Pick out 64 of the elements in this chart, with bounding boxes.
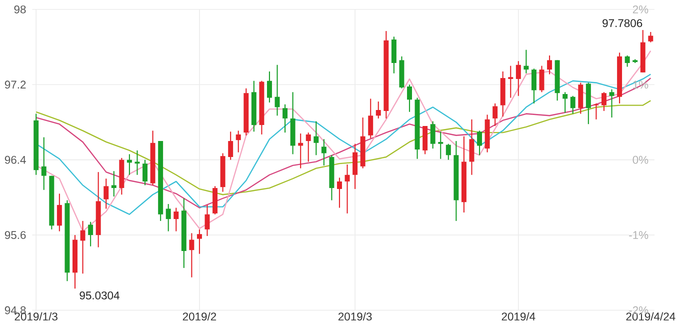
candlestick <box>477 130 482 156</box>
candlestick <box>56 193 62 232</box>
candlestick <box>570 96 576 114</box>
candlestick <box>104 178 109 210</box>
candlestick <box>407 84 412 113</box>
candlestick <box>562 92 568 114</box>
candlestick <box>88 222 94 248</box>
candlestick <box>446 144 451 161</box>
candlestick <box>204 204 210 237</box>
y-tick-label: 98 <box>14 6 26 14</box>
candlestick <box>609 88 614 118</box>
candlestick <box>228 131 234 161</box>
candlestick <box>578 82 584 114</box>
y2-tick-label: -1% <box>629 231 648 240</box>
candlestick <box>236 130 241 154</box>
annotation: 95.0304 <box>80 292 120 300</box>
y2-tick-label: -2% <box>629 306 648 314</box>
candlestick <box>524 50 529 74</box>
candlestick <box>648 32 654 44</box>
candlestick <box>624 55 630 68</box>
candlestick <box>531 68 536 104</box>
candlestick <box>438 131 444 160</box>
candlestick <box>314 120 319 156</box>
candlestick <box>321 138 326 166</box>
candlestick <box>492 103 498 127</box>
x-tick-label: 2019/3 <box>338 312 372 321</box>
candlestick <box>134 150 140 176</box>
candlestick <box>266 71 272 104</box>
candlestick <box>166 204 171 232</box>
candlestick <box>430 120 436 150</box>
x-tick-label: 2019/4 <box>502 312 536 321</box>
candlestick <box>601 92 606 112</box>
candlestick <box>368 98 374 139</box>
candlestick <box>111 170 116 198</box>
candlestick <box>376 101 381 120</box>
candlestick <box>539 65 544 93</box>
y-tick-label: 96.4 <box>4 156 26 164</box>
candlestick <box>508 65 514 99</box>
candlestick <box>142 160 148 186</box>
annotation: 97.7806 <box>602 19 642 28</box>
candlestick <box>352 144 358 190</box>
candlestick <box>189 232 194 278</box>
candlestick <box>516 60 521 97</box>
y-tick-label: 97.2 <box>4 80 26 89</box>
x-tick-label: 2019/4/24 <box>626 312 676 321</box>
candlestick <box>594 103 599 120</box>
y-tick-label: 94.8 <box>4 306 26 314</box>
candlestick <box>344 164 350 214</box>
x-tick-label: 2019/1/3 <box>14 312 58 321</box>
candlestick <box>41 136 46 191</box>
candlestick <box>80 220 86 274</box>
line-series <box>36 100 652 196</box>
candlestick <box>196 229 202 255</box>
candlestick <box>174 207 179 232</box>
y-tick-label: 95.6 <box>4 231 26 240</box>
y2-tick-label: 2% <box>632 6 648 14</box>
y2-tick-label: 0% <box>632 156 648 164</box>
candlestick <box>547 55 552 76</box>
candlestick <box>469 119 474 176</box>
candlestick <box>337 177 342 209</box>
candlestick <box>282 104 288 134</box>
candlestick <box>391 36 396 74</box>
candlestick <box>306 132 311 162</box>
x-tick-label: 2019/2 <box>182 312 216 321</box>
